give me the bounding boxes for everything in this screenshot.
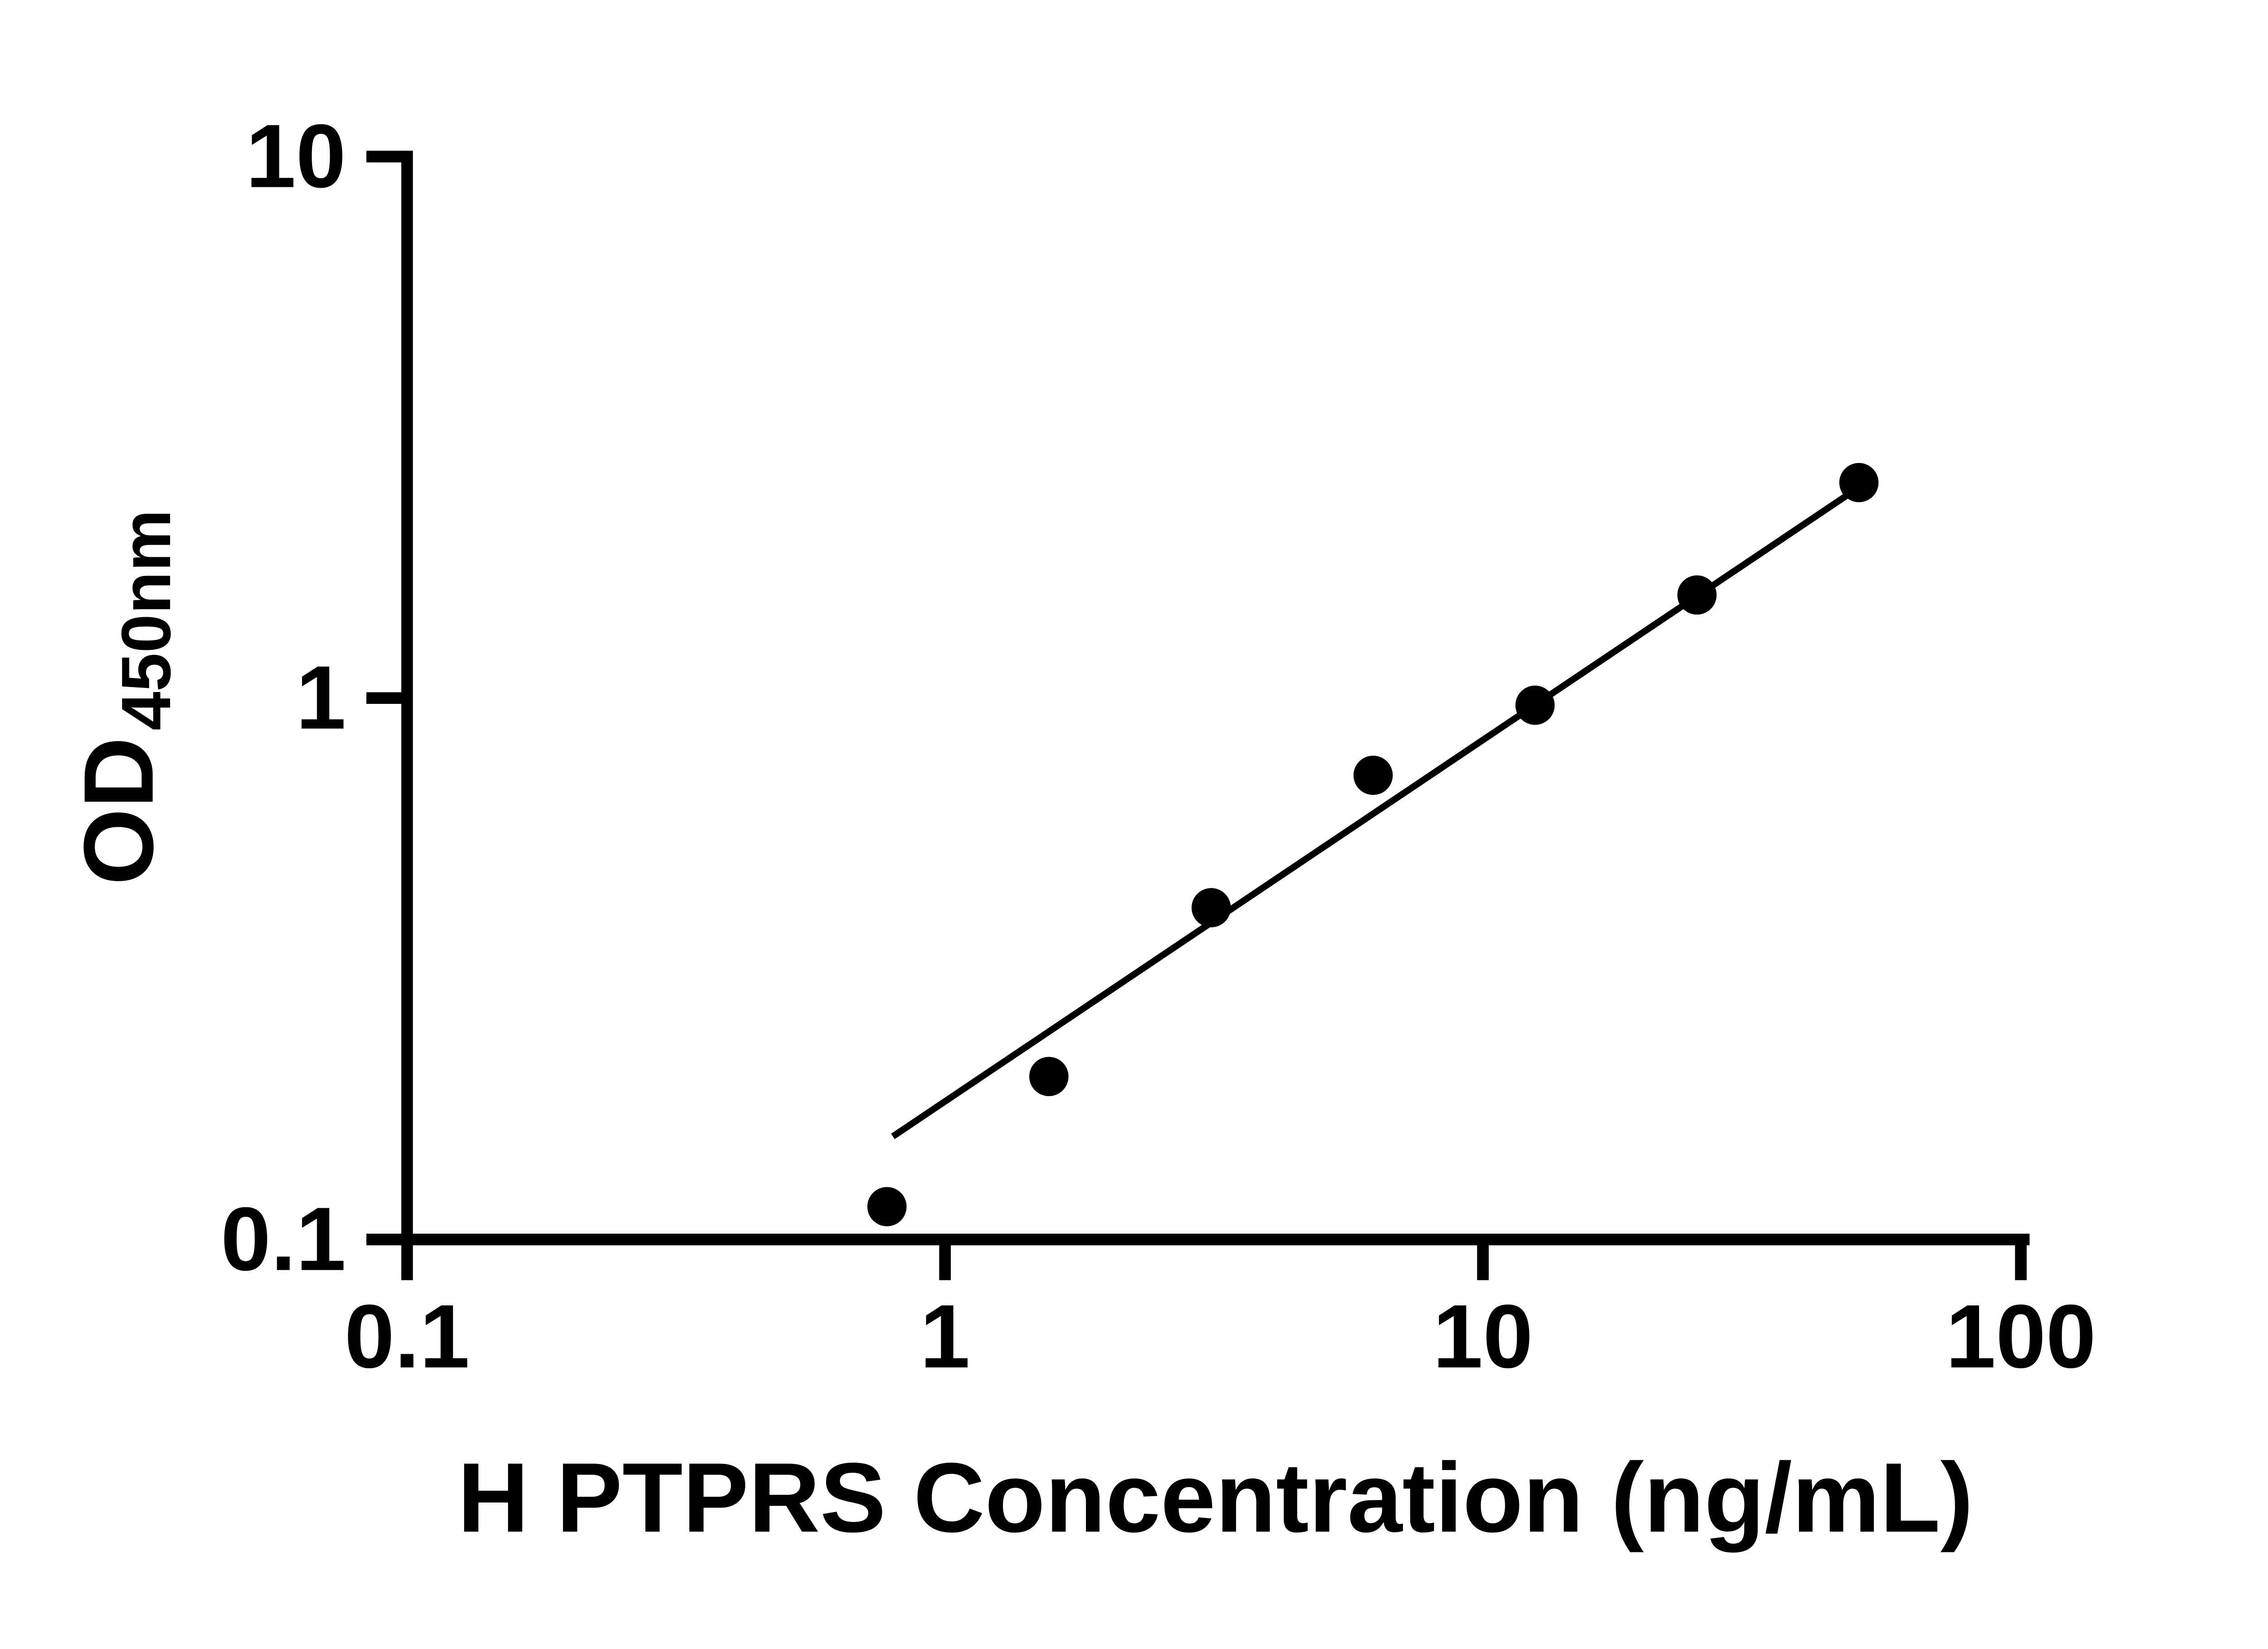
chart-point [1029,1057,1069,1096]
chart-point [1839,463,1879,503]
y-axis-title: OD 450nm [64,509,185,885]
y-axis-title-subscript: 450nm [107,509,185,730]
y-axis-title-main: OD [64,737,174,885]
x-axis-title: H PTPRS Concentration (ng/mL) [458,1443,1974,1553]
y-axis-tick-label: 0.1 [221,1189,346,1289]
chart-point [1677,575,1717,615]
x-axis-tick-label: 100 [1945,1286,2096,1387]
x-axis-tick-label: 10 [1433,1286,1533,1387]
trend-line [891,484,1861,1139]
y-axis-tick-label: 1 [296,647,346,748]
x-axis-tick-label: 0.1 [344,1286,469,1387]
chart-point [1191,888,1231,927]
chart-point [1353,756,1393,795]
chart-point [867,1187,907,1226]
x-axis-tick-label: 1 [920,1286,970,1387]
y-axis-tick-label: 10 [246,106,346,207]
chart-point [1515,685,1555,725]
